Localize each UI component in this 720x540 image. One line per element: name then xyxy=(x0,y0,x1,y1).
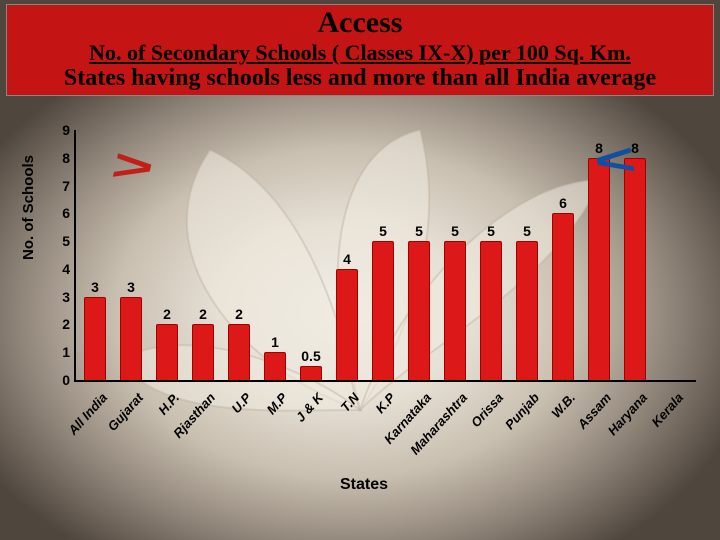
bar-value-label: 6 xyxy=(545,195,581,211)
bar-value-label: 8 xyxy=(617,140,653,156)
bar xyxy=(480,241,502,380)
y-axis-title: No. of Schools xyxy=(20,155,37,260)
bar xyxy=(408,241,430,380)
bar-value-label: 5 xyxy=(473,223,509,239)
bar-value-label: 0.5 xyxy=(293,348,329,364)
bar xyxy=(192,324,214,380)
y-tick: 6 xyxy=(52,205,70,221)
x-tick-label: T.N xyxy=(338,390,363,415)
slide-root: Access No. of Secondary Schools ( Classe… xyxy=(0,0,720,540)
x-tick-label: J & K xyxy=(293,390,326,425)
y-tick: 1 xyxy=(52,344,70,360)
x-tick-label: All India xyxy=(65,390,110,438)
header-title: Access xyxy=(15,7,705,39)
y-tick: 0 xyxy=(52,372,70,388)
x-tick-label: Orissa xyxy=(468,390,506,430)
bar-value-label: 5 xyxy=(437,223,473,239)
bar xyxy=(156,324,178,380)
x-tick-label: U.P xyxy=(228,390,254,416)
bar xyxy=(300,366,322,380)
bar-chart: No. of Schools 01234567893All India3Guja… xyxy=(26,130,702,510)
bar-value-label: 8 xyxy=(581,140,617,156)
bar xyxy=(372,241,394,380)
x-tick-label: M.P xyxy=(264,390,291,417)
bar-value-label: 3 xyxy=(113,279,149,295)
header-subtitle: No. of Secondary Schools ( Classes IX-X)… xyxy=(15,41,705,65)
y-tick: 2 xyxy=(52,316,70,332)
bar-value-label: 2 xyxy=(149,306,185,322)
bar xyxy=(264,352,286,380)
x-tick-label: K.P xyxy=(372,390,398,416)
bar-value-label: 5 xyxy=(365,223,401,239)
x-tick-label: W.B. xyxy=(548,390,578,421)
bar-value-label: 5 xyxy=(509,223,545,239)
bar xyxy=(228,324,250,380)
bar-value-label: 1 xyxy=(257,334,293,350)
bar xyxy=(588,158,610,380)
x-axis-title: States xyxy=(26,476,702,494)
x-tick-label: Punjab xyxy=(502,390,542,432)
header-panel: Access No. of Secondary Schools ( Classe… xyxy=(6,4,714,96)
bar xyxy=(444,241,466,380)
bar-value-label: 5 xyxy=(401,223,437,239)
bar xyxy=(516,241,538,380)
x-tick-label: Kerala xyxy=(648,390,686,430)
y-tick: 8 xyxy=(52,150,70,166)
y-tick: 9 xyxy=(52,122,70,138)
y-tick: 7 xyxy=(52,178,70,194)
plot-area: 01234567893All India3Gujarat2H.P.2Rjasth… xyxy=(74,130,696,382)
x-tick-label: H.P. xyxy=(155,390,182,418)
bar-value-label: 3 xyxy=(77,279,113,295)
bar-value-label: 4 xyxy=(329,251,365,267)
bar xyxy=(552,213,574,380)
header-note: States having schools less and more than… xyxy=(15,65,705,91)
x-tick-label: Gujarat xyxy=(105,390,147,434)
y-tick: 4 xyxy=(52,261,70,277)
y-tick: 3 xyxy=(52,289,70,305)
bar xyxy=(624,158,646,380)
bar xyxy=(84,297,106,380)
bar-value-label: 2 xyxy=(185,306,221,322)
bar xyxy=(120,297,142,380)
bar xyxy=(336,269,358,380)
y-tick: 5 xyxy=(52,233,70,249)
bar-value-label: 2 xyxy=(221,306,257,322)
